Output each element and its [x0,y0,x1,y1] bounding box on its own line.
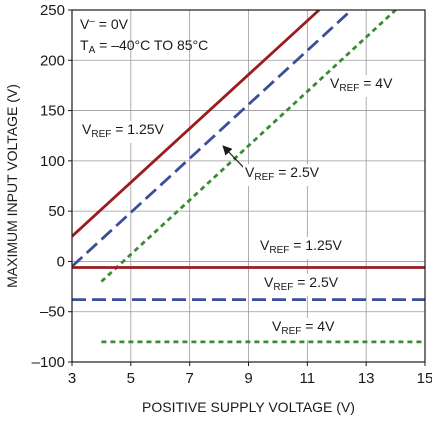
condition-temperature-note: TA = –40°C TO 85°C [80,37,209,56]
y-tick-label: –100 [32,354,65,371]
label-pointer-arrow [222,145,247,171]
y-tick-label: 150 [40,103,65,120]
x-tick-label: 9 [244,370,252,387]
label-vref-1-25v-lower: VREF = 1.25V [258,237,344,259]
y-tick-label: 0 [57,253,65,270]
label-vref-2-5v-lower: VREF = 2.5V [262,274,341,296]
y-tick-label: –50 [40,304,65,321]
label-vref-1-25v-upper: VREF = 1.25V [80,121,166,143]
x-tick-label: 15 [417,370,432,387]
series-line [100,10,397,283]
x-tick-label: 7 [185,370,193,387]
label-vref-4v-lower: VREF = 4V [270,318,337,340]
label-vref-2-5v-upper: VREF = 2.5V [243,164,322,186]
y-tick-label: 100 [40,153,65,170]
y-tick-label: 250 [40,2,65,19]
x-tick-label: 5 [127,370,135,387]
series-line [72,10,321,238]
x-axis-title: POSITIVE SUPPLY VOLTAGE (V) [142,399,355,415]
y-axis-title: MAXIMUM INPUT VOLTAGE (V) [4,84,20,288]
series-line [72,10,353,268]
label-vref-4v-upper: VREF = 4V [328,75,395,97]
condition-supply-note: V– = 0V [80,16,128,32]
x-tick-label: 3 [68,370,76,387]
y-tick-label: 50 [48,203,65,220]
y-tick-label: 200 [40,52,65,69]
x-tick-label: 13 [358,370,375,387]
x-tick-label: 11 [300,370,316,387]
